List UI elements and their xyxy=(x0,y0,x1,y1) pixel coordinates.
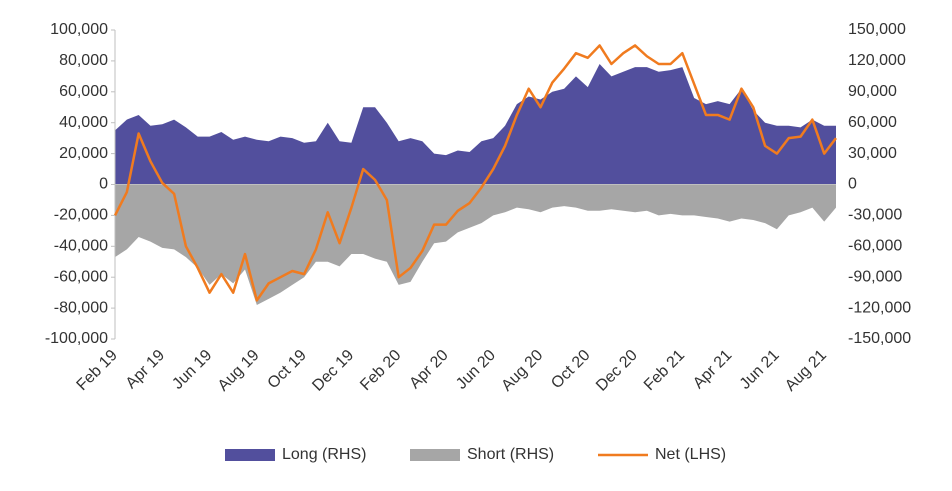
y2-tick-label: -60,000 xyxy=(848,238,902,255)
x-tick-label: Apr 21 xyxy=(690,347,735,392)
y-tick-label: 60,000 xyxy=(59,83,108,100)
y-tick-label: -100,000 xyxy=(45,330,108,347)
x-tick-label: Apr 20 xyxy=(406,347,451,392)
y-tick-label: 0 xyxy=(99,176,108,193)
y2-tick-label: -120,000 xyxy=(848,299,911,316)
y-tick-label: 40,000 xyxy=(59,114,108,131)
y-tick-label: 80,000 xyxy=(59,52,108,69)
legend-swatch xyxy=(225,449,275,461)
y2-tick-label: 60,000 xyxy=(848,114,897,131)
area xyxy=(115,184,836,306)
x-tick-label: Jun 21 xyxy=(737,347,783,393)
x-tick-label: Feb 20 xyxy=(357,347,404,394)
x-tick-label: Aug 21 xyxy=(782,347,830,395)
y-tick-label: 100,000 xyxy=(50,21,108,38)
x-tick-label: Oct 19 xyxy=(265,347,310,392)
line xyxy=(113,44,837,302)
x-tick-label: Aug 20 xyxy=(498,347,546,395)
y2-tick-label: 30,000 xyxy=(848,145,897,162)
x-tick-label: Feb 21 xyxy=(641,347,688,394)
y-tick-label: -20,000 xyxy=(54,207,108,224)
y2-tick-label: -90,000 xyxy=(848,268,902,285)
y-tick-label: -60,000 xyxy=(54,268,108,285)
y-tick-label: -40,000 xyxy=(54,238,108,255)
y2-tick-label: 0 xyxy=(848,176,857,193)
y2-tick-label: -150,000 xyxy=(848,330,911,347)
x-tick-label: Jun 19 xyxy=(169,347,215,393)
x-tick-label: Oct 20 xyxy=(548,347,593,392)
x-tick-label: Dec 20 xyxy=(593,347,641,395)
legend-label: Short (RHS) xyxy=(467,446,554,463)
y2-tick-label: -30,000 xyxy=(848,207,902,224)
y2-tick-label: 150,000 xyxy=(848,21,906,38)
area xyxy=(115,63,836,185)
legend-label: Long (RHS) xyxy=(282,446,366,463)
y2-tick-label: 90,000 xyxy=(848,83,897,100)
x-tick-label: Aug 19 xyxy=(215,347,263,395)
y-tick-label: -80,000 xyxy=(54,299,108,316)
y-tick-label: 20,000 xyxy=(59,145,108,162)
y2-tick-label: 120,000 xyxy=(848,52,906,69)
x-tick-label: Jun 20 xyxy=(453,347,499,393)
legend-label: Net (LHS) xyxy=(655,446,726,463)
x-tick-label: Dec 19 xyxy=(309,347,357,395)
x-tick-label: Feb 19 xyxy=(74,347,121,394)
x-tick-label: Apr 19 xyxy=(123,347,168,392)
legend-swatch xyxy=(410,449,460,461)
